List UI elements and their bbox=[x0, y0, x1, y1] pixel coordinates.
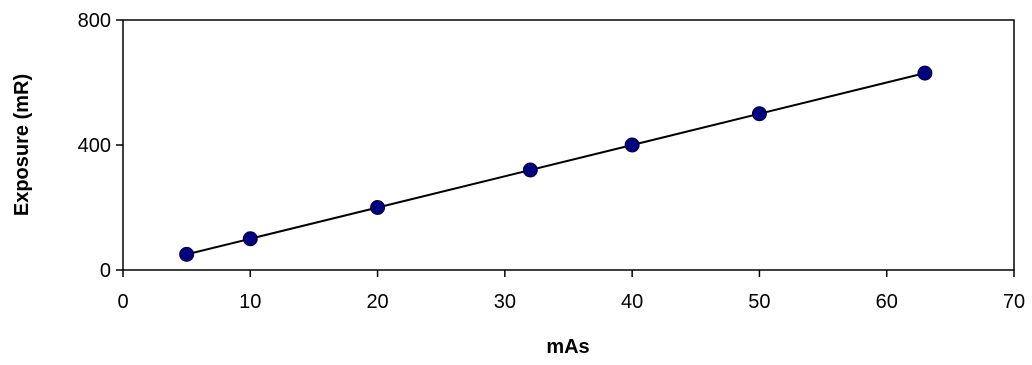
x-tick-label: 60 bbox=[876, 291, 898, 313]
x-tick-label: 0 bbox=[117, 291, 128, 313]
x-tick-label: 20 bbox=[366, 291, 388, 313]
data-points bbox=[179, 65, 933, 262]
data-point bbox=[917, 65, 933, 81]
y-tick-label: 0 bbox=[100, 260, 111, 282]
data-point bbox=[370, 200, 386, 215]
x-axis-ticks: 0 10 20 30 40 50 60 70 bbox=[117, 270, 1025, 313]
plot-area bbox=[122, 19, 1015, 271]
data-point bbox=[751, 106, 767, 122]
x-axis-title: mAs bbox=[546, 336, 589, 358]
y-axis-ticks: 0 400 800 bbox=[78, 10, 123, 282]
data-point bbox=[242, 231, 258, 247]
x-tick-label: 10 bbox=[239, 291, 261, 313]
data-point bbox=[179, 246, 195, 262]
y-tick-label: 800 bbox=[78, 10, 111, 32]
y-axis-title: Exposure (mR) bbox=[11, 74, 33, 216]
data-point bbox=[522, 162, 538, 178]
trendline bbox=[186, 72, 926, 256]
x-tick-label: 30 bbox=[494, 291, 516, 313]
x-tick-label: 40 bbox=[621, 291, 643, 313]
x-tick-label: 70 bbox=[1003, 291, 1025, 313]
trendline-group bbox=[186, 72, 926, 256]
y-tick-label: 400 bbox=[78, 135, 111, 157]
data-point bbox=[624, 137, 640, 153]
x-tick-label: 50 bbox=[748, 291, 770, 313]
